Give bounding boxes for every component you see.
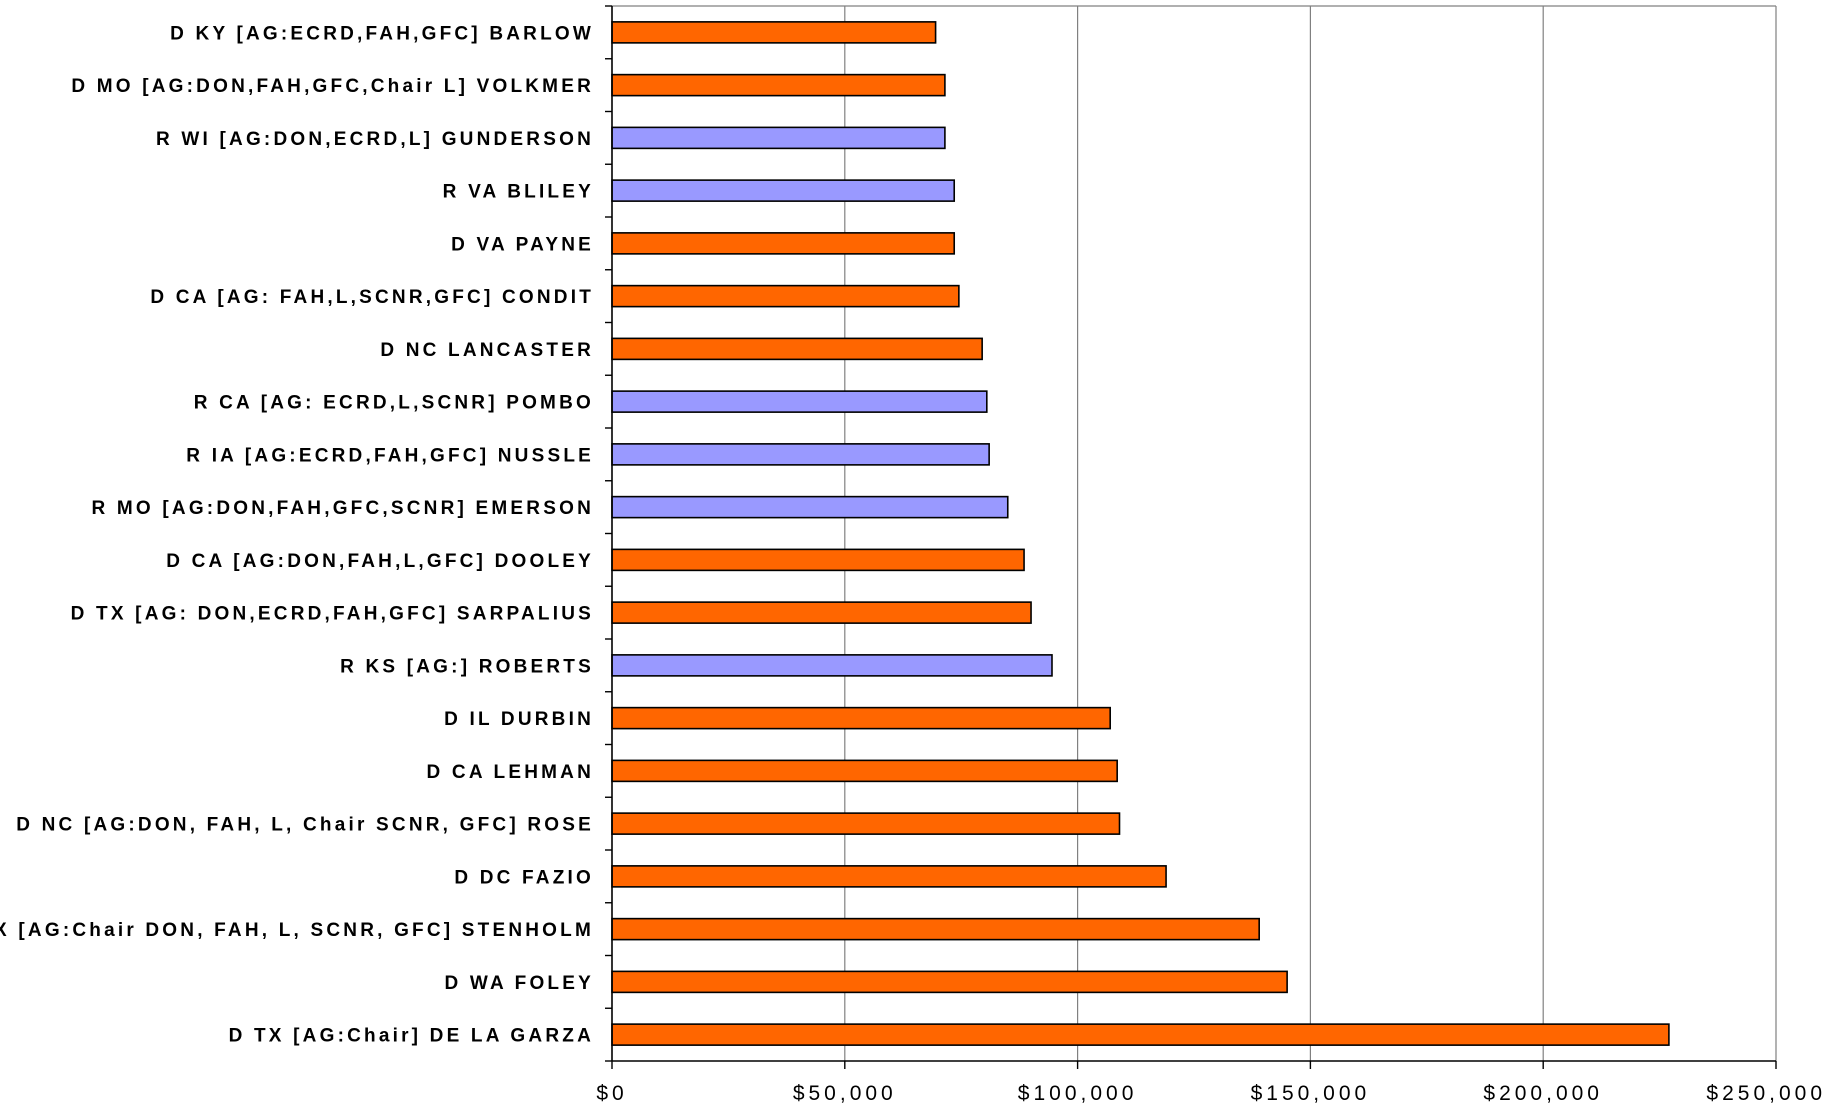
category-label-20: D TX [AG:Chair] DE LA GARZA <box>229 1026 594 1047</box>
bar-7 <box>611 337 983 361</box>
category-label-16: D NC [AG:DON, FAH, L, Chair SCNR, GFC] R… <box>16 815 594 836</box>
bar-10 <box>611 495 1009 519</box>
category-label-18: D TX [AG:Chair DON, FAH, L, SCNR, GFC] S… <box>0 920 594 941</box>
category-label-2: D MO [AG:DON,FAH,GFC,Chair L] VOLKMER <box>71 76 594 97</box>
bar-11 <box>611 548 1025 572</box>
bar-18 <box>611 917 1260 941</box>
bar-6 <box>611 284 960 308</box>
category-label-19: D WA FOLEY <box>444 973 594 994</box>
bar-14 <box>611 706 1111 730</box>
bar-19 <box>611 970 1288 994</box>
bar-17 <box>611 865 1167 888</box>
category-label-1: D KY [AG:ECRD,FAH,GFC] BARLOW <box>170 23 594 44</box>
category-label-15: D CA LEHMAN <box>427 762 595 783</box>
category-label-11: D CA [AG:DON,FAH,L,GFC] DOOLEY <box>166 551 594 572</box>
category-label-6: D CA [AG: FAH,L,SCNR,GFC] CONDIT <box>150 287 594 308</box>
bar-13 <box>611 654 1053 677</box>
category-label-10: R MO [AG:DON,FAH,GFC,SCNR] EMERSON <box>91 498 594 519</box>
x-tick-label-3: $150,000 <box>1251 1082 1371 1105</box>
x-tick-label-5: $250,000 <box>1706 1082 1826 1105</box>
bar-3 <box>611 126 946 150</box>
category-label-9: R IA [AG:ECRD,FAH,GFC] NUSSLE <box>186 445 594 466</box>
bar-1 <box>611 21 937 44</box>
category-label-14: D IL DURBIN <box>444 709 594 730</box>
x-tick-label-1: $50,000 <box>793 1082 897 1105</box>
category-label-12: D TX [AG: DON,ECRD,FAH,GFC] SARPALIUS <box>71 604 594 625</box>
plot-area <box>612 6 1776 1061</box>
bar-12 <box>611 601 1032 624</box>
bar-8 <box>611 390 988 413</box>
category-label-3: R WI [AG:DON,ECRD,L] GUNDERSON <box>156 129 594 150</box>
category-label-8: R CA [AG: ECRD,L,SCNR] POMBO <box>194 393 594 414</box>
bar-20 <box>611 1023 1670 1046</box>
x-tick-label-2: $100,000 <box>1018 1082 1138 1105</box>
bar-16 <box>611 812 1121 835</box>
bar-2 <box>611 73 946 97</box>
x-tick-label-0: $0 <box>596 1082 627 1105</box>
category-label-17: D DC FAZIO <box>454 867 594 888</box>
bar-5 <box>611 232 956 255</box>
category-label-4: R VA BLILEY <box>443 182 594 203</box>
bar-15 <box>611 759 1118 783</box>
x-tick-label-4: $200,000 <box>1483 1082 1603 1105</box>
category-label-5: D VA PAYNE <box>451 234 594 255</box>
bar-4 <box>611 179 956 202</box>
category-label-13: R KS [AG:] ROBERTS <box>340 656 594 677</box>
bar-9 <box>611 443 990 466</box>
category-label-7: D NC LANCASTER <box>380 340 594 361</box>
